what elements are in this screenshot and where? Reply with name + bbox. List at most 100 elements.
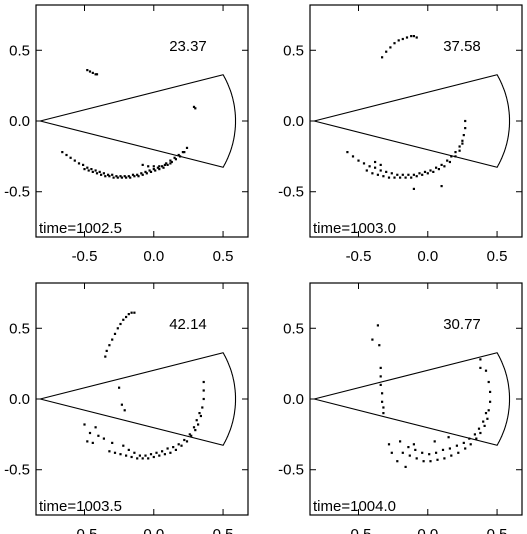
data-point: [422, 460, 425, 463]
data-point: [435, 451, 438, 454]
data-point: [97, 434, 100, 437]
plot-frame: [309, 4, 523, 238]
data-point: [61, 151, 64, 154]
data-point: [166, 163, 169, 166]
x-tick-label: 0.5: [487, 248, 508, 265]
data-point: [108, 450, 111, 453]
data-point: [169, 451, 172, 454]
data-point: [149, 170, 153, 173]
data-point: [120, 403, 123, 406]
data-point: [414, 448, 417, 451]
data-point: [145, 172, 148, 175]
data-point: [86, 440, 89, 443]
data-point: [123, 409, 126, 412]
data-point: [141, 173, 144, 176]
data-point: [441, 448, 445, 451]
data-point: [379, 366, 382, 369]
boundary-curve: [314, 352, 511, 446]
data-point: [123, 175, 126, 178]
data-point: [458, 145, 461, 148]
data-point: [108, 344, 111, 347]
data-point: [379, 163, 382, 166]
data-point: [381, 400, 384, 403]
panel-value-label: 23.37: [169, 38, 207, 55]
data-point: [448, 160, 451, 164]
data-point: [166, 447, 169, 450]
data-point: [161, 450, 164, 453]
data-point: [464, 127, 467, 130]
data-point: [127, 448, 130, 451]
data-point: [396, 460, 399, 463]
data-point: [201, 406, 204, 409]
data-point: [104, 355, 107, 358]
data-point: [174, 158, 177, 161]
data-point: [111, 338, 114, 341]
data-point: [489, 390, 492, 393]
data-point: [141, 457, 144, 460]
data-point: [95, 172, 99, 175]
data-point: [111, 173, 114, 176]
data-point: [98, 170, 101, 173]
y-tick-label: 0.0: [283, 113, 304, 130]
data-point: [125, 176, 128, 179]
y-tick-label: 0.5: [283, 42, 304, 59]
data-point: [156, 166, 159, 169]
data-point: [462, 134, 465, 137]
data-point: [163, 163, 166, 166]
data-point: [94, 426, 97, 429]
data-point: [195, 419, 198, 422]
data-point: [112, 176, 115, 179]
data-point: [91, 71, 94, 74]
data-point: [368, 165, 371, 168]
data-point: [376, 324, 379, 327]
data-point: [154, 169, 157, 172]
data-point: [464, 119, 467, 123]
data-point: [404, 176, 407, 179]
data-point: [382, 175, 385, 178]
data-point: [102, 437, 105, 440]
x-tick-label: 0.5: [213, 248, 234, 265]
data-point: [397, 39, 400, 42]
data-point: [381, 392, 384, 395]
data-point: [147, 165, 150, 168]
panel-value-label: 37.58: [443, 38, 481, 55]
y-tick-label: 0.0: [9, 113, 30, 130]
data-point: [69, 156, 72, 159]
data-point: [158, 168, 161, 171]
panel-value-label: 30.77: [443, 316, 481, 333]
data-point: [408, 454, 411, 457]
data-point: [108, 175, 111, 178]
data-point: [393, 42, 396, 45]
plot-frame: [35, 4, 249, 238]
data-point: [387, 443, 391, 446]
data-point: [379, 383, 382, 386]
data-point: [120, 176, 123, 179]
data-point: [393, 176, 396, 179]
time-label: time=1003.0: [313, 220, 396, 237]
data-point: [111, 441, 114, 444]
data-point: [385, 50, 388, 53]
data-point: [169, 162, 172, 165]
data-point: [73, 159, 76, 162]
data-point: [162, 166, 165, 169]
data-point: [185, 146, 189, 149]
data-point: [131, 173, 135, 176]
x-tick-label: 0.0: [417, 248, 438, 265]
data-point: [199, 414, 202, 418]
data-point: [475, 437, 478, 440]
data-point: [88, 431, 92, 435]
data-point: [450, 454, 453, 457]
x-tick-label: 0.0: [143, 248, 164, 265]
data-point: [436, 458, 439, 461]
y-tick-label: -0.5: [4, 184, 30, 201]
data-point: [194, 107, 197, 110]
data-point: [119, 322, 122, 326]
data-point: [443, 457, 446, 460]
data-point: [102, 172, 105, 175]
y-tick-label: -0.5: [278, 462, 304, 479]
data-point: [163, 453, 166, 456]
data-point: [437, 168, 440, 171]
data-point: [113, 451, 117, 454]
data-point: [133, 311, 136, 314]
data-point: [198, 412, 201, 415]
